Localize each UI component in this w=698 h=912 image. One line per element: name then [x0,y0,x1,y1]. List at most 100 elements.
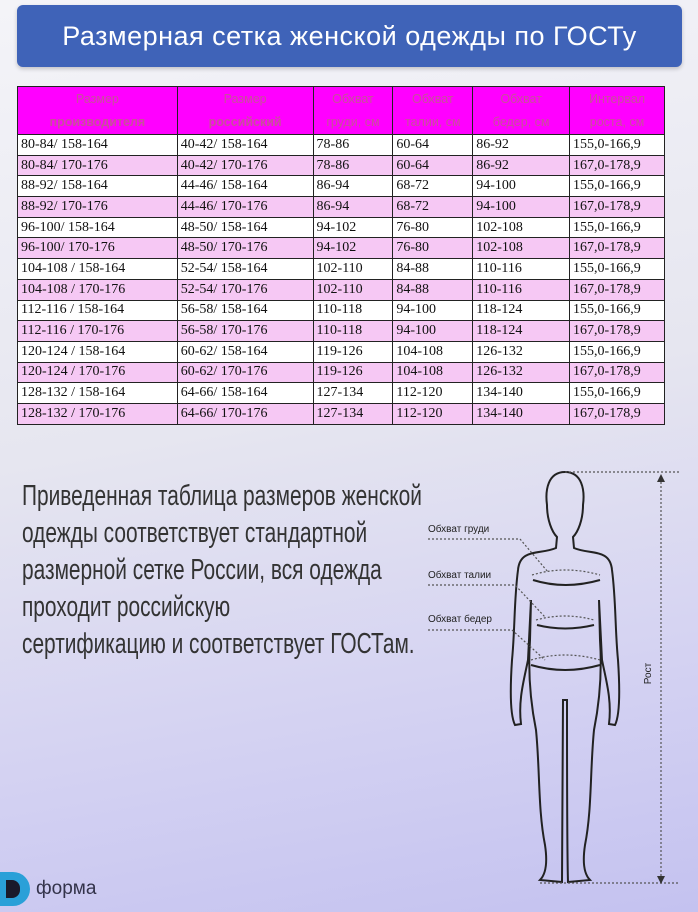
table-cell: 104-108 [392,361,474,384]
table-cell: 167,0-178,9 [569,320,665,342]
table-cell: 96-100/ 170-176 [17,237,178,260]
table-cell: 68-72 [392,175,474,198]
table-cell: 104-108 / 170-176 [17,278,178,301]
column-header: Интервал [569,86,665,111]
table-cell: 112-116 / 158-164 [17,299,178,322]
table-cell: 102-110 [312,278,394,301]
table-cell: 80-84/ 170-176 [17,154,178,177]
table-cell: 44-46/ 170-176 [176,196,314,218]
table-cell: 167,0-178,9 [569,196,665,218]
table-cell: 40-42/ 170-176 [176,154,314,177]
size-table: Размер Размер Обхват Обхват Обхват Интервал п… [17,86,665,425]
table-row: 96-100/ 158-164 48-50/ 158-164 94-102 76-80… [17,216,665,239]
table-cell: 110-118 [312,299,394,322]
table-cell: 167,0-178,9 [569,237,665,260]
table-cell: 102-108 [472,237,571,260]
table-cell: 40-42/ 158-164 [176,134,314,156]
logo-text: форма [36,878,97,899]
table-cell: 118-124 [472,320,571,342]
column-header-sub: российский [176,110,314,135]
description-line: размерной сетке России, вся одежда [22,554,382,586]
description-line: сертификацию и соответствует ГОСТам. [22,628,415,660]
table-cell: 76-80 [392,216,474,239]
table-cell: 88-92/ 158-164 [17,175,178,198]
column-header: Обхват [392,86,474,111]
table-cell: 48-50/ 158-164 [176,216,314,239]
column-header: Размер [176,86,314,111]
table-row: 112-116 / 158-164 56-58/ 158-164 110-118 94… [17,299,665,322]
table-cell: 127-134 [312,402,394,425]
table-cell: 104-108 / 158-164 [17,258,178,280]
description-line: проходит российскую [22,591,231,623]
description-line: одежды соответствует стандартной [22,517,368,549]
description: Приведенная таблица размеров женской оде… [22,478,490,663]
table-cell: 112-120 [392,382,474,404]
table-cell: 94-102 [312,216,394,239]
table-cell: 112-120 [392,402,474,425]
table-row: 104-108 / 170-176 52-54/ 170-176 102-110 84… [17,278,665,301]
table-cell: 94-100 [392,320,474,342]
table-cell: 60-62/ 170-176 [176,361,314,384]
table-cell: 52-54/ 170-176 [176,278,314,301]
height-label: Рост [643,662,655,685]
column-header-sub: бедер, см [472,110,571,135]
logo-icon [0,872,30,906]
table-cell: 119-126 [312,340,394,363]
table-row: 112-116 / 170-176 56-58/ 170-176 110-118 94… [17,320,665,342]
table-cell: 86-94 [312,175,394,198]
hips-label: Обхват бедер [428,614,492,625]
table-cell: 64-66/ 158-164 [176,382,314,404]
waist-label: Обхват талии [428,570,492,581]
table-cell: 155,0-166,9 [569,175,665,198]
table-cell: 167,0-178,9 [569,278,665,301]
description-line: Приведенная таблица размеров женской [22,480,422,512]
table-cell: 64-66/ 170-176 [176,402,314,425]
table-cell: 94-102 [312,237,394,260]
table-cell: 128-132 / 170-176 [17,402,178,425]
column-header: Размер [17,86,178,111]
table-cell: 118-124 [472,299,571,322]
table-row: 96-100/ 170-176 48-50/ 170-176 94-102 76-80… [17,237,665,260]
table-row: 88-92/ 158-164 44-46/ 158-164 86-94 68-72 94… [17,175,665,198]
table-row: 88-92/ 170-176 44-46/ 170-176 86-94 68-72 94… [17,196,665,218]
chest-label: Обхват груди [428,524,490,535]
column-header: Обхват [472,86,571,111]
table-cell: 60-62/ 158-164 [176,340,314,363]
column-header: Обхват [312,86,394,111]
table-cell: 68-72 [392,196,474,218]
logo: форма [0,872,96,906]
table-cell: 94-100 [472,196,571,218]
table-cell: 155,0-166,9 [569,340,665,363]
table-row: 104-108 / 158-164 52-54/ 158-164 102-110 84… [17,258,665,280]
table-cell: 119-126 [312,361,394,384]
table-cell: 104-108 [392,340,474,363]
table-cell: 155,0-166,9 [569,258,665,280]
table-cell: 167,0-178,9 [569,361,665,384]
table-cell: 155,0-166,9 [569,134,665,156]
table-cell: 60-64 [392,154,474,177]
table-row: 128-132 / 158-164 64-66/ 158-164 127-134 11… [17,382,665,404]
table-row: 128-132 / 170-176 64-66/ 170-176 127-134 11… [17,402,665,425]
table-cell: 167,0-178,9 [569,402,665,425]
table-cell: 126-132 [472,361,571,384]
column-header-sub: груди, см [312,110,394,135]
table-cell: 155,0-166,9 [569,299,665,322]
table-row: 120-124 / 170-176 60-62/ 170-176 119-126 10… [17,361,665,384]
table-cell: 155,0-166,9 [569,382,665,404]
table-cell: 88-92/ 170-176 [17,196,178,218]
table-cell: 94-100 [392,299,474,322]
column-header-sub: роста, см [569,110,665,135]
table-cell: 134-140 [472,382,571,404]
table-row: 120-124 / 158-164 60-62/ 158-164 119-126 10… [17,340,665,363]
table-cell: 110-118 [312,320,394,342]
table-cell: 120-124 / 170-176 [17,361,178,384]
table-cell: 84-88 [392,258,474,280]
table-cell: 128-132 / 158-164 [17,382,178,404]
column-header-sub: производителя [17,110,178,135]
page-title: Размерная сетка женской одежды по ГОСТу [17,5,682,67]
table-cell: 76-80 [392,237,474,260]
table-cell: 52-54/ 158-164 [176,258,314,280]
table-row: 80-84/ 170-176 40-42/ 170-176 78-86 60-64 86… [17,154,665,177]
table-cell: 120-124 / 158-164 [17,340,178,363]
table-cell: 112-116 / 170-176 [17,320,178,342]
